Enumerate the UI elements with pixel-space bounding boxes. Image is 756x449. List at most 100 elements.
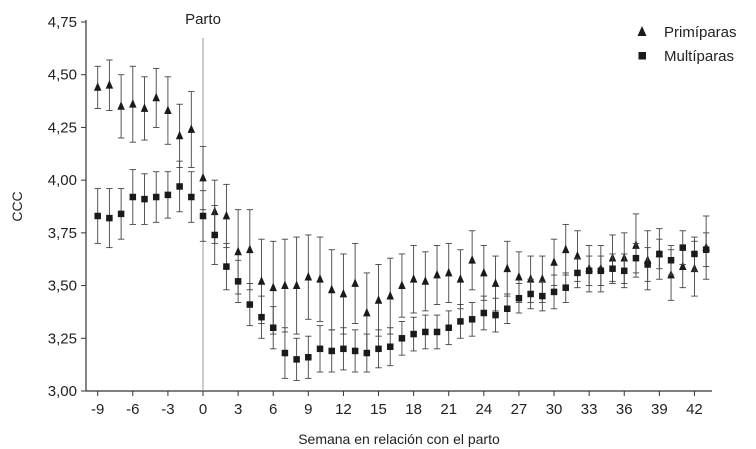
data-point-triangle xyxy=(433,269,441,279)
data-point-square xyxy=(445,324,452,331)
chart-marks xyxy=(93,59,710,381)
data-point-square xyxy=(609,265,616,272)
data-point-triangle xyxy=(526,274,535,283)
data-point-triangle xyxy=(409,274,418,283)
data-point-square xyxy=(199,212,207,220)
data-point-triangle xyxy=(374,295,383,304)
x-tick-label: 3 xyxy=(234,401,242,418)
data-point-square xyxy=(328,347,335,355)
data-point-square xyxy=(503,305,511,313)
data-point-triangle xyxy=(398,280,406,289)
x-tick-label: 24 xyxy=(475,401,492,418)
data-point-square xyxy=(468,316,476,323)
data-point-square xyxy=(188,193,195,201)
y-tick-label: 4,25 xyxy=(48,119,77,136)
data-point-square xyxy=(375,345,382,353)
data-point-triangle xyxy=(234,246,242,256)
data-point-square xyxy=(539,292,546,300)
axes: 3,00 3,25 3,50 3,75 4,00 4,25 4,50 4,75 -9 -6 -3 0 3… xyxy=(9,14,712,447)
data-point-square xyxy=(457,318,464,325)
data-point-square xyxy=(223,263,230,270)
data-point-square xyxy=(515,294,523,302)
data-point-square xyxy=(656,250,663,258)
data-point-square xyxy=(398,335,406,342)
data-point-square xyxy=(644,261,651,268)
data-point-triangle xyxy=(491,278,500,287)
data-point-triangle xyxy=(515,272,523,281)
data-point-triangle xyxy=(503,263,511,273)
data-point-triangle xyxy=(222,210,231,220)
data-point-triangle xyxy=(152,92,160,102)
data-point-square xyxy=(269,324,277,331)
x-tick-label: 15 xyxy=(370,401,387,418)
data-point-square xyxy=(667,257,675,264)
legend-marker-triangle xyxy=(637,26,647,36)
data-point-triangle xyxy=(468,255,476,264)
x-tick-label: 36 xyxy=(616,401,633,418)
parto-label: Parto xyxy=(185,11,221,28)
data-point-triangle xyxy=(339,288,348,298)
data-point-triangle xyxy=(175,130,184,140)
data-point-square xyxy=(480,309,488,317)
y-tick-label: 3,50 xyxy=(48,278,77,295)
data-point-square xyxy=(386,343,394,350)
data-point-triangle xyxy=(257,276,266,285)
data-point-square xyxy=(422,328,429,336)
x-tick-label: 21 xyxy=(440,401,457,418)
y-tick-label: 4,75 xyxy=(48,14,77,31)
data-point-square xyxy=(620,267,628,275)
data-point-square xyxy=(316,345,324,353)
data-point-square xyxy=(562,284,569,291)
data-point-triangle xyxy=(129,99,137,108)
data-point-triangle xyxy=(140,103,149,112)
data-point-triangle xyxy=(386,291,394,300)
data-point-triangle xyxy=(93,82,102,91)
data-point-square xyxy=(363,349,371,357)
data-point-square xyxy=(585,267,593,275)
data-point-square xyxy=(305,354,312,361)
data-point-triangle xyxy=(246,244,254,254)
data-point-square xyxy=(258,313,265,321)
data-point-square xyxy=(234,278,242,285)
data-point-triangle xyxy=(269,282,277,292)
data-point-triangle xyxy=(480,267,488,277)
data-point-square xyxy=(164,191,172,199)
data-point-triangle xyxy=(187,124,196,133)
y-tick-label: 3,75 xyxy=(48,225,77,242)
data-point-triangle xyxy=(550,257,558,266)
data-point-triangle xyxy=(292,280,301,289)
legend-marker-square xyxy=(638,52,646,60)
data-point-square xyxy=(632,254,640,262)
data-point-triangle xyxy=(678,261,687,270)
data-point-triangle xyxy=(281,280,289,289)
data-point-square xyxy=(129,193,137,201)
legend-label-primiparas: Primíparas xyxy=(664,24,737,41)
x-tick-label: -3 xyxy=(161,401,174,418)
data-point-triangle xyxy=(164,105,172,114)
data-point-square xyxy=(211,231,218,239)
y-tick-label: 3,25 xyxy=(48,330,77,347)
data-point-triangle xyxy=(573,250,582,260)
data-point-triangle xyxy=(117,101,125,110)
data-point-square xyxy=(492,311,499,319)
y-tick-label: 4,00 xyxy=(48,172,77,189)
x-tick-label: -9 xyxy=(91,401,104,418)
data-point-square xyxy=(281,349,289,357)
data-point-square xyxy=(106,214,113,222)
x-tick-label: 30 xyxy=(546,401,563,418)
data-point-square xyxy=(574,269,581,277)
legend: Primíparas Multíparas xyxy=(637,24,737,65)
x-tick-label: 6 xyxy=(269,401,277,418)
y-tick-label: 3,00 xyxy=(48,383,77,400)
data-point-square xyxy=(527,290,534,298)
x-axis-title: Semana en relación con el parto xyxy=(298,431,500,447)
data-point-square xyxy=(152,193,160,201)
data-point-triangle xyxy=(444,267,453,277)
x-tick-label: 27 xyxy=(511,401,528,418)
data-point-square xyxy=(176,183,183,190)
data-point-square xyxy=(117,210,125,218)
data-point-square xyxy=(679,244,686,251)
data-point-square xyxy=(691,250,698,258)
y-tick-label: 4,50 xyxy=(48,67,77,84)
